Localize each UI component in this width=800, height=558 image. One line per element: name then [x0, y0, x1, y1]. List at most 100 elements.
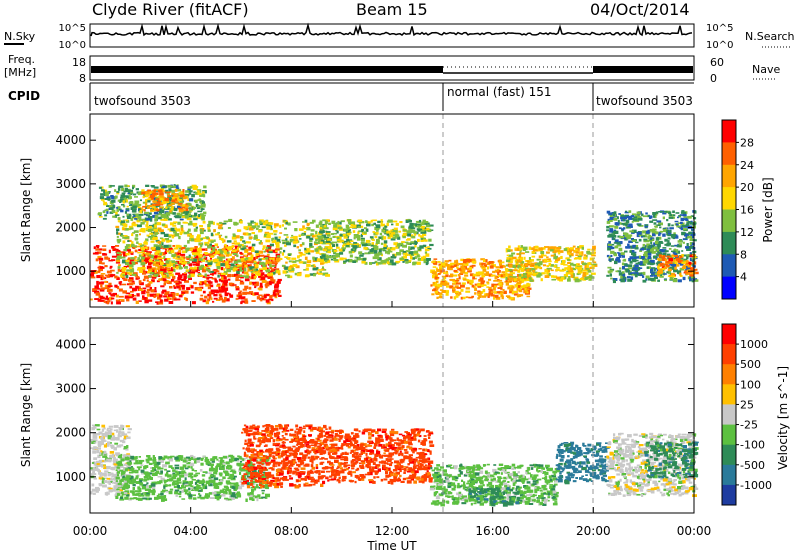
echo-cell [185, 216, 189, 218]
echo-cell [105, 435, 108, 438]
echo-cell [252, 244, 256, 247]
echo-cell [132, 206, 137, 209]
echo-cell [155, 198, 159, 200]
echo-cell [96, 283, 99, 286]
echo-cell [258, 295, 262, 297]
echo-cell [689, 278, 692, 281]
echo-cell [422, 234, 426, 236]
echo-cell [160, 299, 163, 302]
echo-cell [491, 275, 496, 277]
echo-cell [216, 285, 220, 287]
echo-cell [126, 425, 130, 427]
echo-cell [494, 284, 499, 286]
echo-cell [391, 224, 393, 226]
noise-left-tick-bottom: 10^0 [59, 40, 86, 51]
echo-cell [509, 279, 513, 281]
echo-cell [202, 216, 204, 219]
echo-cell [185, 212, 188, 215]
echo-cell [666, 243, 671, 246]
echo-cell [197, 234, 201, 237]
echo-cell [622, 263, 624, 266]
echo-cell [119, 186, 124, 188]
echo-cell [167, 258, 171, 260]
echo-cell [124, 464, 127, 466]
echo-cell [193, 249, 197, 251]
echo-cell [628, 267, 632, 269]
echo-cell [472, 285, 475, 288]
echo-cell [372, 242, 375, 245]
echo-cell [669, 217, 674, 219]
echo-cell [118, 434, 122, 437]
echo-cell [679, 273, 681, 276]
echo-cell [509, 264, 513, 268]
echo-cell [239, 291, 242, 293]
echo-cell [171, 254, 175, 257]
echo-cell [193, 225, 196, 227]
echo-cell [288, 254, 291, 256]
echo-cell [160, 285, 164, 287]
echo-cell [606, 275, 609, 277]
echo-cell [366, 229, 368, 231]
echo-cell [199, 198, 201, 200]
echo-cell [286, 236, 288, 238]
echo-cell [173, 212, 176, 215]
echo-cell [263, 245, 266, 249]
echo-cell [277, 255, 280, 257]
echo-cell [525, 251, 529, 253]
echo-cell [337, 237, 340, 239]
echo-cell [91, 274, 94, 276]
echo-cell [691, 277, 695, 279]
echo-cell [532, 270, 534, 273]
echo-cell [93, 433, 96, 436]
echo-cell [318, 241, 320, 244]
echo-cell [420, 240, 423, 242]
echo-cell [563, 264, 565, 266]
echo-cell [98, 299, 102, 302]
echo-cell [663, 273, 667, 275]
echo-cell [496, 266, 501, 268]
echo-cell [619, 272, 623, 276]
echo-cell [481, 295, 486, 297]
echo-cell [193, 494, 196, 496]
echo-cell [184, 245, 187, 247]
echo-cell [139, 280, 142, 283]
echo-cell [687, 236, 692, 239]
echo-cell [105, 298, 110, 300]
echo-cell [154, 225, 157, 228]
echo-cell [100, 472, 103, 474]
echo-cell [226, 269, 231, 272]
echo-cell [662, 247, 666, 249]
echo-cell [169, 185, 173, 187]
echo-cell [251, 300, 255, 302]
echo-cell [625, 246, 630, 248]
echo-cell [436, 288, 438, 291]
echo-cell [569, 255, 571, 257]
echo-cell [100, 284, 102, 287]
echo-cell [662, 213, 666, 215]
echo-cell [93, 471, 95, 474]
echo-cell [678, 215, 681, 217]
echo-cell [290, 276, 293, 279]
echo-cell [240, 275, 245, 277]
echo-cell [323, 249, 327, 251]
echo-cell [409, 229, 413, 232]
echo-cell [609, 234, 613, 237]
echo-cell [469, 280, 474, 283]
echo-cell [517, 270, 520, 273]
echo-cell [353, 242, 357, 244]
echo-cell [630, 261, 633, 264]
echo-cell [290, 237, 294, 239]
echo-cell [618, 220, 620, 222]
echo-cell [242, 292, 247, 295]
echo-cell [577, 267, 582, 269]
echo-cell [615, 258, 617, 261]
echo-cell [142, 231, 145, 233]
echo-cell [511, 253, 515, 255]
echo-cell [587, 252, 592, 255]
echo-cell [456, 295, 459, 298]
echo-cell [507, 296, 510, 298]
echo-cell [184, 232, 188, 235]
echo-cell [632, 250, 635, 253]
echo-cell [405, 261, 408, 264]
echo-cell [205, 274, 207, 277]
